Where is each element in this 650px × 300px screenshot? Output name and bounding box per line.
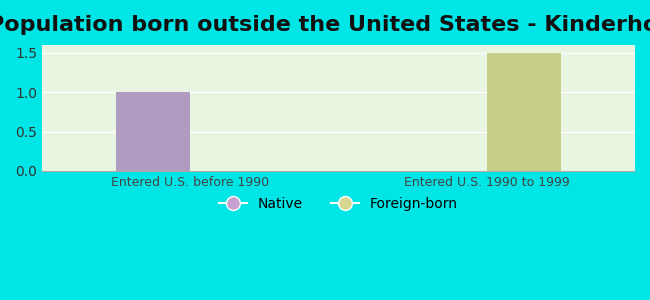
Bar <box>487 53 561 171</box>
Bar <box>116 92 190 171</box>
Title: Population born outside the United States - Kinderhook: Population born outside the United State… <box>0 15 650 35</box>
Legend: Native, Foreign-born: Native, Foreign-born <box>214 192 463 217</box>
